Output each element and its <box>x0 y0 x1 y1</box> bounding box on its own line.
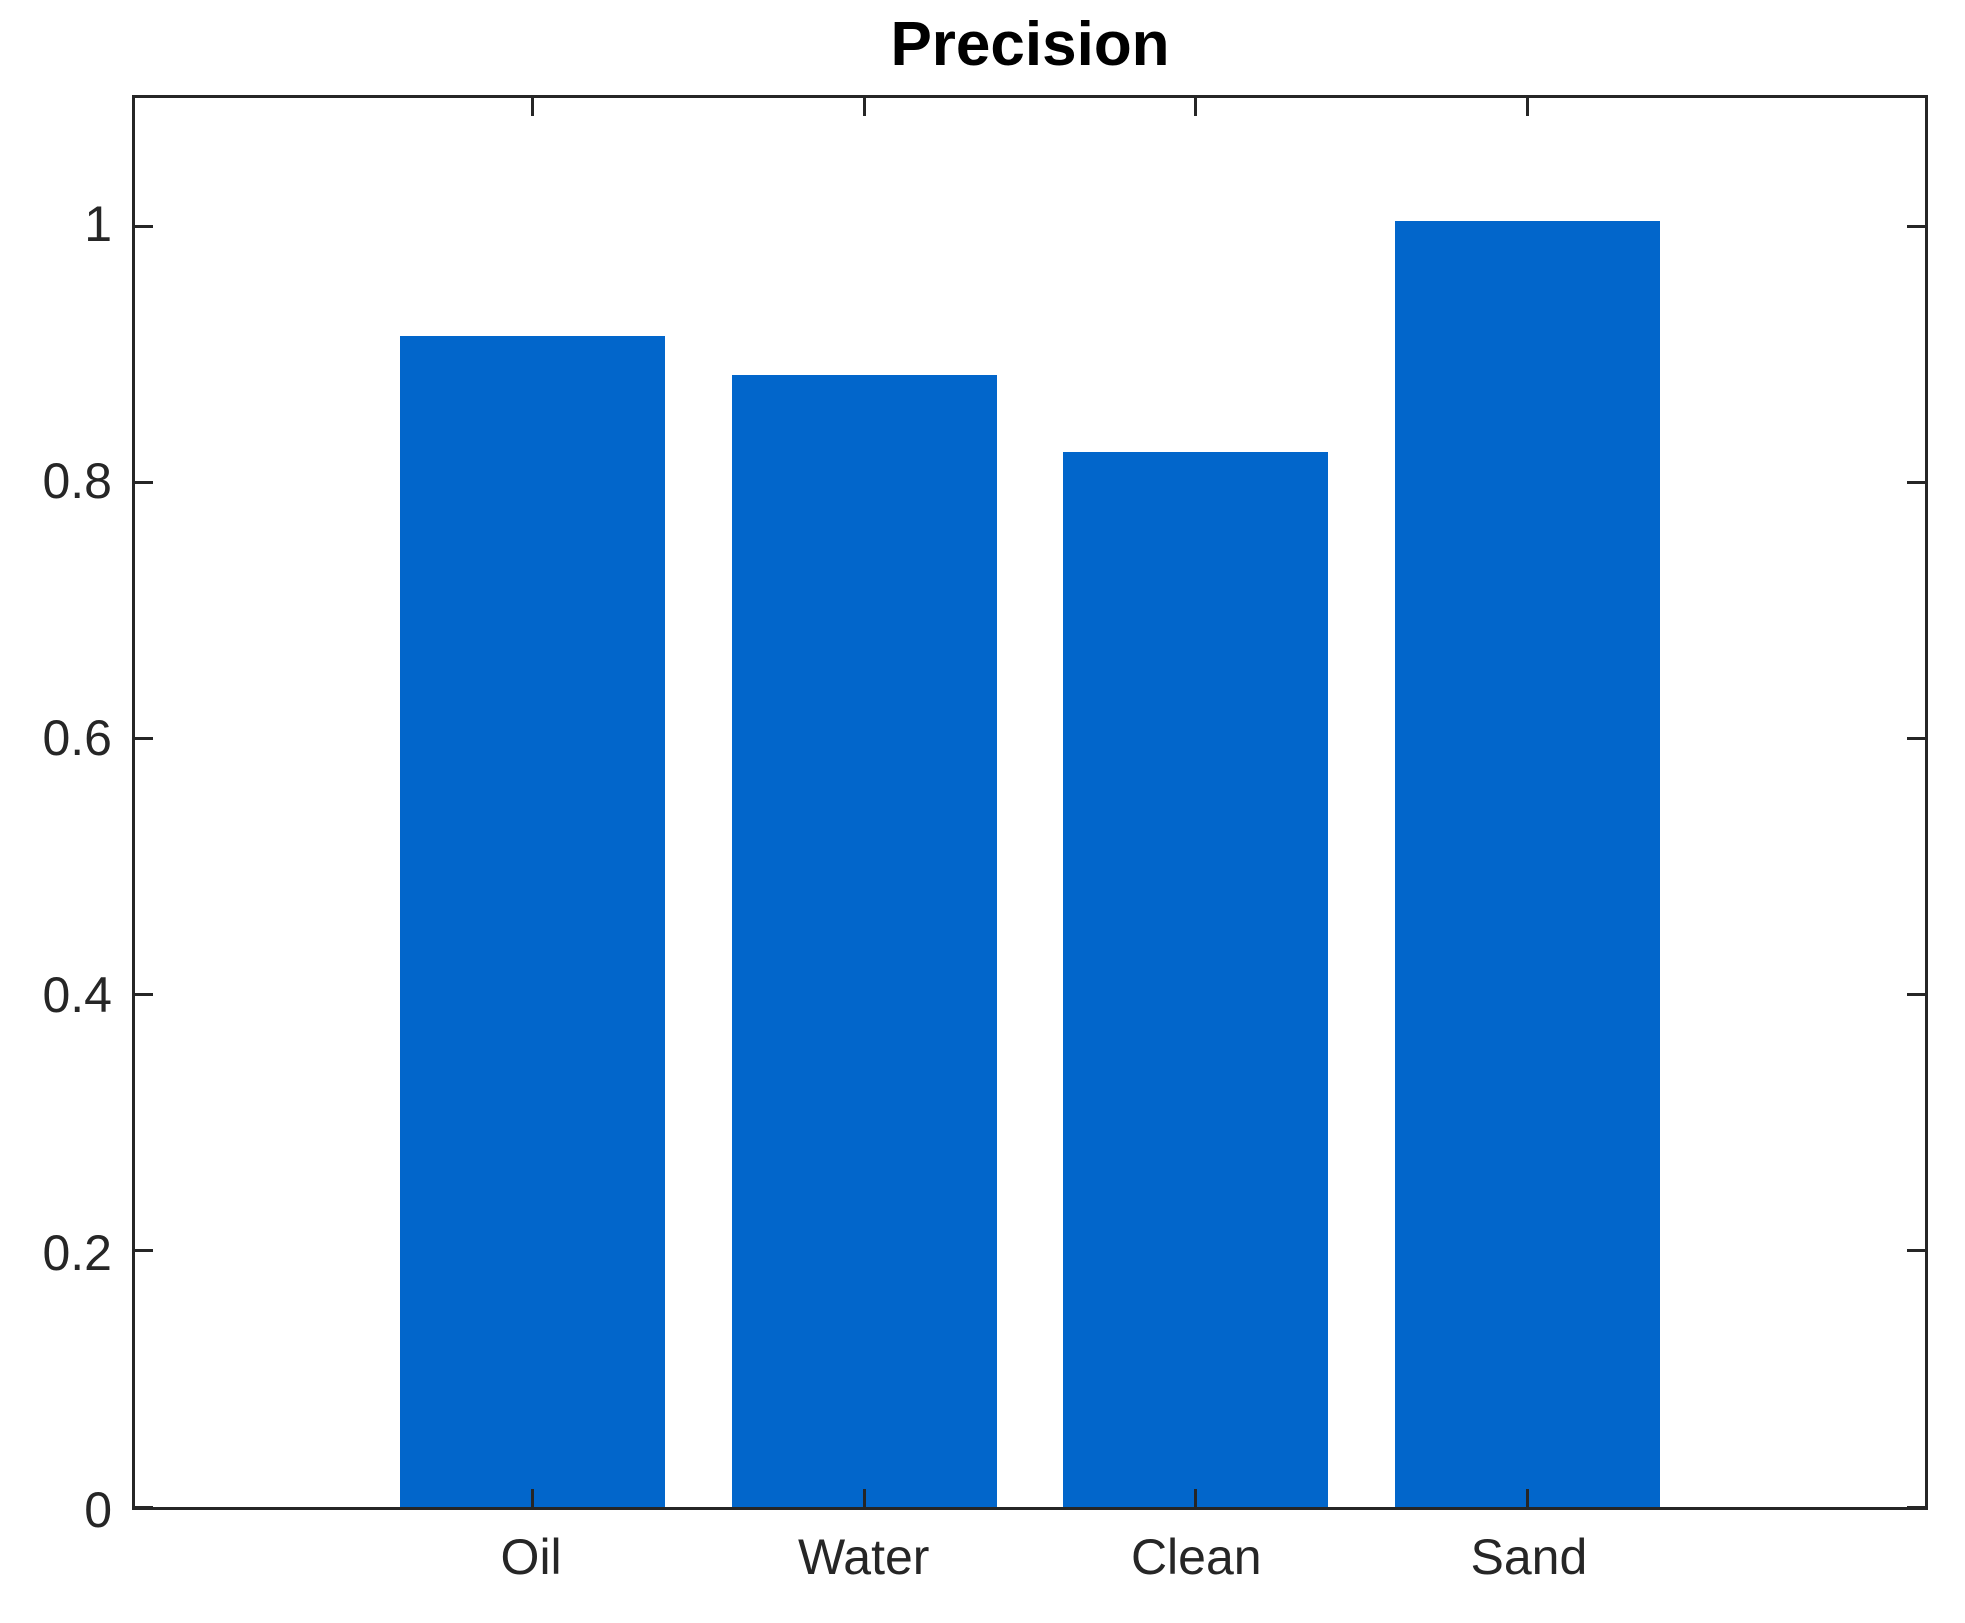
x-tick-top-oil <box>531 98 535 116</box>
bar-clean <box>1063 452 1329 1507</box>
y-tick-right-0 <box>1907 1505 1925 1509</box>
x-tick-bottom-oil <box>531 1489 535 1507</box>
plot-area <box>132 95 1928 1510</box>
x-tick-top-water <box>862 98 866 116</box>
y-tick-left-0.6 <box>135 736 153 740</box>
y-tick-right-0.4 <box>1907 993 1925 997</box>
x-tick-label-sand: Sand <box>1470 1529 1588 1585</box>
bar-oil <box>400 336 666 1507</box>
y-tick-left-0.4 <box>135 993 153 997</box>
x-tick-top-clean <box>1194 98 1198 116</box>
y-tick-left-0 <box>135 1505 153 1509</box>
x-tick-label-water: Water <box>797 1529 930 1585</box>
chart-title: Precision <box>890 10 1170 79</box>
bar-sand <box>1394 220 1660 1507</box>
y-tick-right-0.2 <box>1907 1249 1925 1253</box>
y-tick-label-0.4: 0.4 <box>42 967 112 1024</box>
y-tick-label-0.6: 0.6 <box>42 710 112 767</box>
y-tick-label-0: 0 <box>84 1482 112 1538</box>
x-tick-label-oil: Oil <box>500 1529 562 1585</box>
y-tick-label-0.2: 0.2 <box>42 1224 112 1281</box>
y-tick-right-0.6 <box>1907 736 1925 740</box>
bar-water <box>731 375 997 1507</box>
x-tick-label-clean: Clean <box>1130 1529 1262 1585</box>
y-tick-left-1 <box>135 224 153 228</box>
x-tick-top-sand <box>1525 98 1529 116</box>
y-tick-right-1 <box>1907 224 1925 228</box>
y-tick-left-0.2 <box>135 1249 153 1253</box>
x-tick-bottom-water <box>862 1489 866 1507</box>
y-tick-label-0.8: 0.8 <box>42 452 112 509</box>
y-tick-right-0.8 <box>1907 480 1925 484</box>
y-tick-left-0.8 <box>135 480 153 484</box>
x-tick-bottom-clean <box>1194 1489 1198 1507</box>
x-tick-bottom-sand <box>1525 1489 1529 1507</box>
y-tick-label-1: 1 <box>84 195 112 252</box>
